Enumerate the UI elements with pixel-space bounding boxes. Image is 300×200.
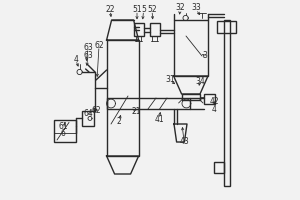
Bar: [54, 120, 76, 142]
Bar: [106, 40, 139, 156]
Bar: [150, 23, 160, 36]
Text: 32: 32: [175, 3, 185, 12]
Text: 63: 63: [83, 50, 93, 60]
Bar: [174, 20, 208, 76]
Text: 6: 6: [61, 129, 65, 138]
Bar: [134, 23, 144, 36]
Text: 51: 51: [132, 4, 142, 14]
Text: 2: 2: [117, 116, 122, 126]
Text: 62: 62: [94, 42, 104, 50]
Bar: [182, 94, 200, 100]
Text: 63: 63: [83, 44, 93, 52]
Text: 42: 42: [209, 98, 219, 106]
Text: 41: 41: [154, 114, 164, 123]
Bar: [214, 162, 224, 173]
Text: 52: 52: [147, 4, 157, 14]
Bar: [204, 94, 215, 104]
Text: 61: 61: [59, 122, 68, 131]
Text: 4: 4: [73, 55, 78, 64]
Text: 64: 64: [83, 108, 93, 117]
Text: 33: 33: [191, 3, 201, 12]
Bar: [224, 20, 230, 186]
Bar: [82, 111, 94, 126]
Text: 31: 31: [165, 75, 175, 84]
Text: 21: 21: [131, 107, 141, 116]
Text: 62: 62: [92, 106, 101, 115]
Bar: [106, 98, 190, 109]
Text: 5: 5: [141, 4, 146, 14]
Bar: [217, 21, 236, 33]
Text: 43: 43: [179, 136, 189, 146]
Text: 34: 34: [195, 76, 205, 86]
Text: 3: 3: [202, 51, 207, 60]
Text: 22: 22: [105, 4, 115, 14]
Text: 4: 4: [212, 104, 216, 114]
